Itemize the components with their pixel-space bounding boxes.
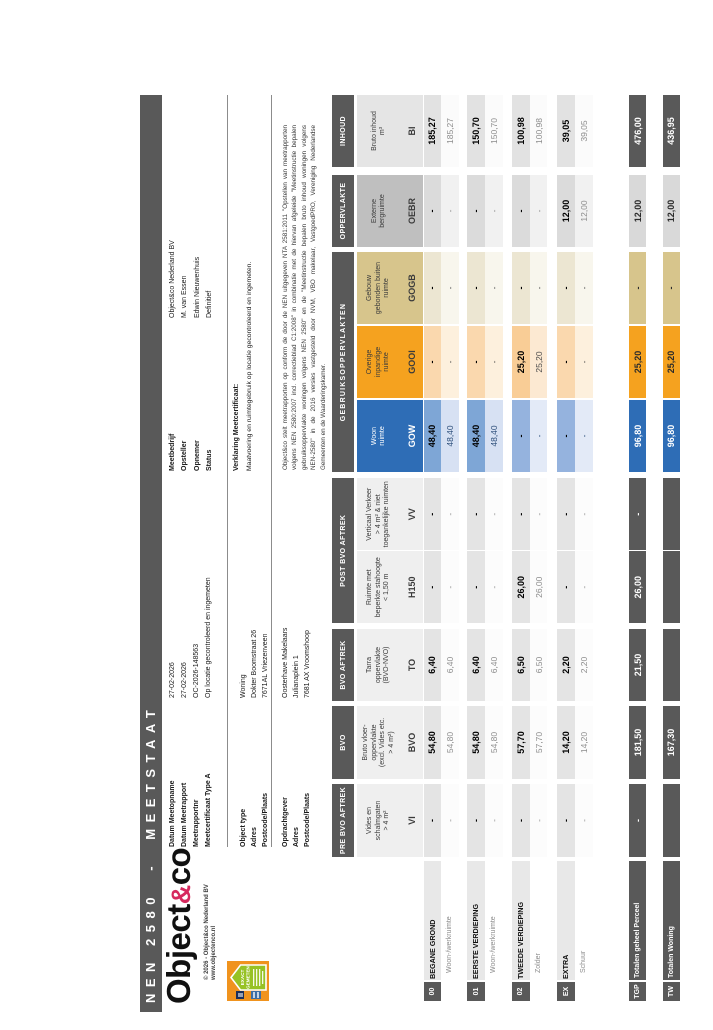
svg-text:GEMETEN: GEMETEN [245,965,250,988]
svg-text:EXACT: EXACT [240,970,245,986]
